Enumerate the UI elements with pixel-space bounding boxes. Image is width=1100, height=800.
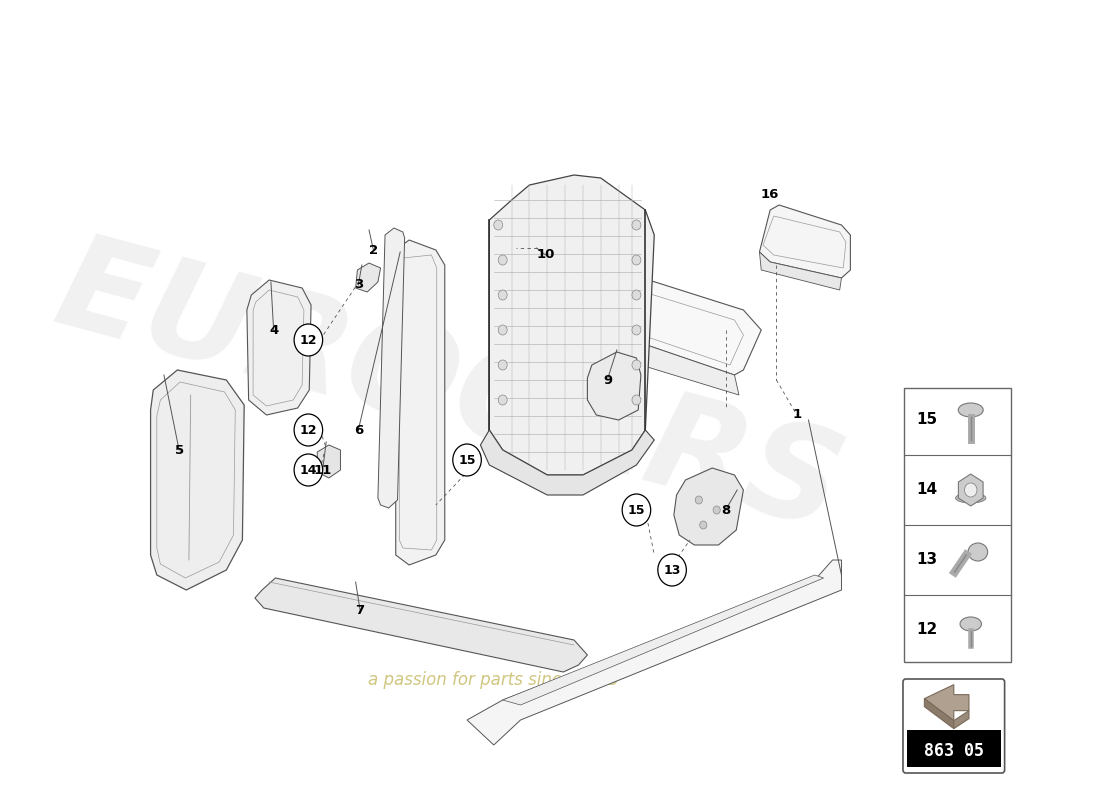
Polygon shape <box>674 468 744 545</box>
Polygon shape <box>490 175 654 475</box>
Polygon shape <box>317 445 341 478</box>
Text: 5: 5 <box>175 443 184 457</box>
Circle shape <box>632 395 641 405</box>
Circle shape <box>453 444 482 476</box>
Polygon shape <box>924 698 954 729</box>
Text: 1: 1 <box>792 409 802 422</box>
Circle shape <box>498 325 507 335</box>
Text: 11: 11 <box>314 463 332 477</box>
Circle shape <box>294 454 322 486</box>
Ellipse shape <box>960 617 981 631</box>
Text: 9: 9 <box>603 374 613 386</box>
Polygon shape <box>954 710 969 729</box>
Ellipse shape <box>968 543 988 561</box>
Polygon shape <box>958 474 983 506</box>
Text: 4: 4 <box>270 323 278 337</box>
Text: 7: 7 <box>355 603 364 617</box>
Circle shape <box>632 255 641 265</box>
Text: a passion for parts since 1985: a passion for parts since 1985 <box>368 671 619 689</box>
Circle shape <box>695 496 703 504</box>
Text: 12: 12 <box>299 423 317 437</box>
Circle shape <box>700 521 707 529</box>
Circle shape <box>632 360 641 370</box>
Circle shape <box>632 220 641 230</box>
Text: 14: 14 <box>299 463 317 477</box>
Polygon shape <box>151 370 244 590</box>
Circle shape <box>494 220 503 230</box>
Circle shape <box>623 494 651 526</box>
Polygon shape <box>355 263 381 292</box>
Circle shape <box>498 360 507 370</box>
Polygon shape <box>255 578 587 672</box>
Ellipse shape <box>956 493 986 503</box>
Polygon shape <box>481 430 654 495</box>
Circle shape <box>294 324 322 356</box>
Text: 13: 13 <box>663 563 681 577</box>
Text: EUROCARS: EUROCARS <box>43 224 856 556</box>
Polygon shape <box>378 228 405 508</box>
Text: 8: 8 <box>720 503 730 517</box>
Circle shape <box>498 395 507 405</box>
Polygon shape <box>396 240 444 565</box>
Text: 15: 15 <box>916 413 937 427</box>
Text: 13: 13 <box>916 553 937 567</box>
Circle shape <box>294 414 322 446</box>
Polygon shape <box>246 280 311 415</box>
Text: 14: 14 <box>916 482 937 498</box>
FancyBboxPatch shape <box>904 388 1011 662</box>
Text: 863 05: 863 05 <box>924 742 983 760</box>
Text: 10: 10 <box>537 249 554 262</box>
Polygon shape <box>759 205 850 278</box>
Circle shape <box>632 290 641 300</box>
Polygon shape <box>468 560 842 745</box>
Text: 3: 3 <box>354 278 363 291</box>
Polygon shape <box>759 252 842 290</box>
Polygon shape <box>924 685 969 721</box>
Text: 12: 12 <box>299 334 317 346</box>
Text: 15: 15 <box>459 454 476 466</box>
Polygon shape <box>516 245 761 375</box>
Circle shape <box>498 255 507 265</box>
Circle shape <box>498 290 507 300</box>
Circle shape <box>632 325 641 335</box>
Polygon shape <box>529 305 739 395</box>
Circle shape <box>965 483 977 497</box>
Text: 2: 2 <box>368 243 378 257</box>
FancyBboxPatch shape <box>903 679 1004 773</box>
Circle shape <box>658 554 686 586</box>
Text: 6: 6 <box>354 423 363 437</box>
Text: 12: 12 <box>916 622 937 638</box>
Polygon shape <box>503 575 824 705</box>
Polygon shape <box>587 352 641 420</box>
FancyBboxPatch shape <box>906 730 1001 767</box>
Circle shape <box>713 506 721 514</box>
Text: 16: 16 <box>761 189 779 202</box>
Ellipse shape <box>958 403 983 417</box>
Text: 15: 15 <box>628 503 646 517</box>
